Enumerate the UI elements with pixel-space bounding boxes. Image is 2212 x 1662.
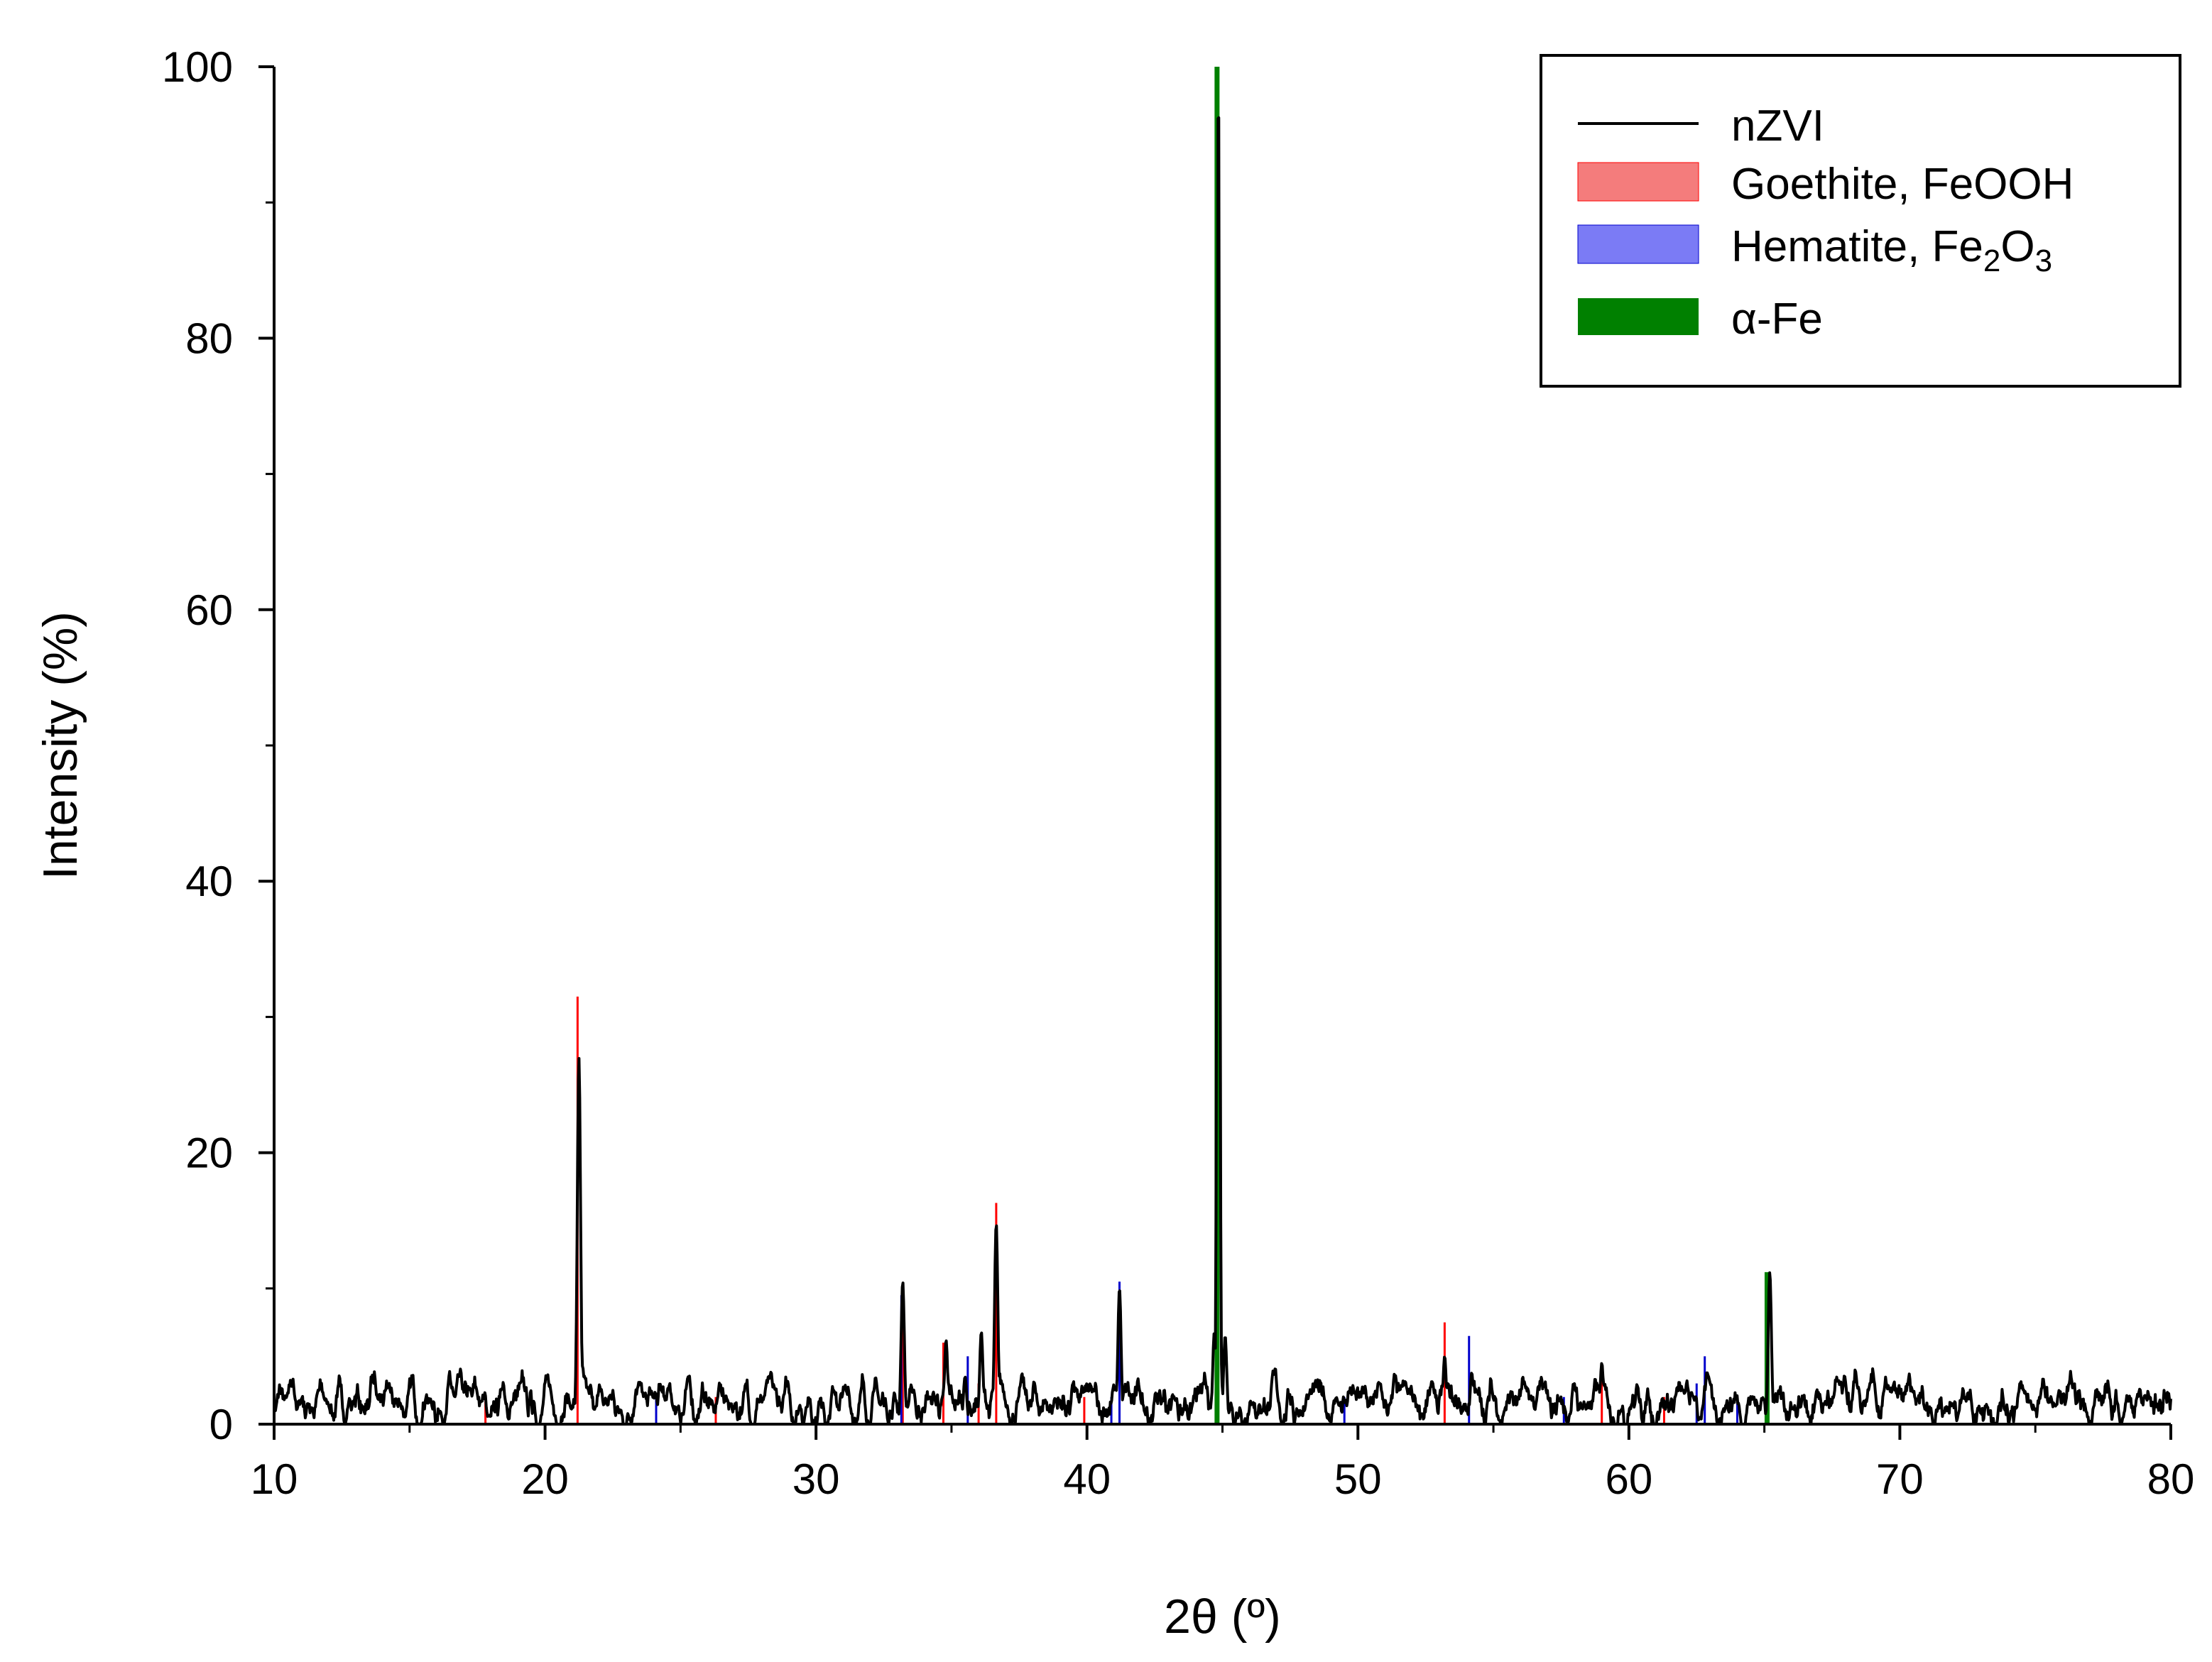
y-tick-label: 0 xyxy=(209,1401,233,1448)
y-tick-label: 80 xyxy=(185,315,233,362)
x-tick-label: 60 xyxy=(1605,1455,1652,1503)
x-tick-label: 50 xyxy=(1334,1455,1382,1503)
y-tick-label: 40 xyxy=(185,858,233,905)
x-tick-label: 10 xyxy=(251,1455,298,1503)
x-axis-title: 2θ (º) xyxy=(1164,1590,1281,1644)
x-tick-label: 40 xyxy=(1063,1455,1111,1503)
legend-swatch-goethite xyxy=(1577,162,1699,202)
y-axis-title: Intensity (%) xyxy=(33,611,87,880)
legend-label-nzvi: nZVI xyxy=(1731,102,1824,151)
legend-alpha-rest: -Fe xyxy=(1757,295,1823,344)
x-tick-label: 70 xyxy=(1876,1455,1924,1503)
plot-area xyxy=(273,67,2172,1426)
y-tick-label: 20 xyxy=(185,1130,233,1177)
legend-hematite-main: Hematite, Fe xyxy=(1731,222,1983,271)
x-tick-label: 80 xyxy=(2147,1455,2195,1503)
x-tick-label: 20 xyxy=(521,1455,569,1503)
nzvi-trace xyxy=(273,116,2172,1426)
legend-hematite-mid: O xyxy=(2000,222,2034,271)
legend-frame xyxy=(1540,54,2181,388)
legend-hematite-sub1: 2 xyxy=(1983,244,2000,278)
y-tick-label: 100 xyxy=(162,43,233,91)
axes: 10 20 30 40 50 60 70 80 0 20 40 60 80 100 xyxy=(162,43,2194,1503)
legend-hematite-sub2: 3 xyxy=(2035,244,2052,278)
x-tick-label: 30 xyxy=(792,1455,840,1503)
legend-swatch-alpha-fe xyxy=(1578,298,1699,335)
legend-label-alpha-fe: α-Fe xyxy=(1731,295,1823,344)
legend-label-hematite: Hematite, Fe2O3 xyxy=(1731,222,2052,278)
legend-label-goethite: Goethite, FeOOH xyxy=(1731,160,2074,209)
legend-alpha-symbol: α xyxy=(1731,295,1757,344)
y-tick-label: 60 xyxy=(185,586,233,634)
legend: nZVI Goethite, FeOOH Hematite, Fe2O3 α-F… xyxy=(1540,54,2181,388)
legend-swatch-hematite xyxy=(1577,224,1699,264)
